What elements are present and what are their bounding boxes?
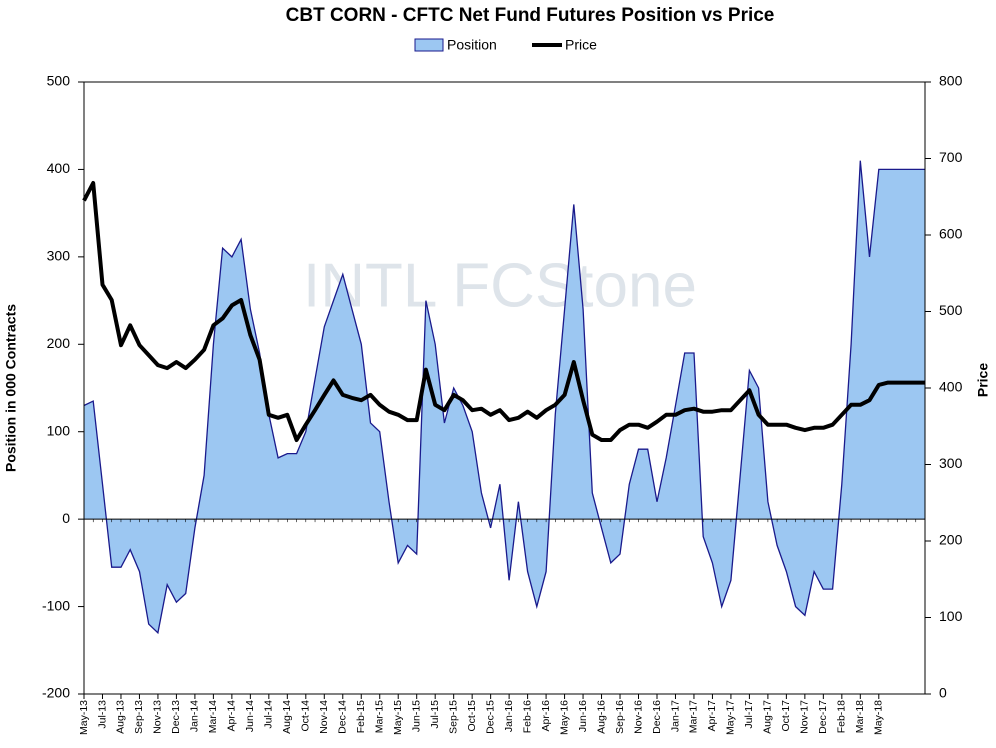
legend-label: Position bbox=[447, 37, 497, 53]
y-tick-label: 500 bbox=[47, 73, 71, 89]
y-axis-title: Position in 000 Contracts bbox=[3, 304, 19, 472]
x-tick-label: May-18 bbox=[873, 700, 885, 735]
x-tick-label: Jul-13 bbox=[96, 700, 108, 729]
x-tick-label: Mar-15 bbox=[374, 700, 386, 733]
x-tick-label: Jan-17 bbox=[669, 700, 681, 732]
x-tick-label: Dec-14 bbox=[337, 700, 349, 734]
x-tick-label: Sep-16 bbox=[614, 700, 626, 734]
legend-label: Price bbox=[565, 37, 597, 53]
x-tick-label: Dec-17 bbox=[817, 700, 829, 734]
x-tick-label: May-13 bbox=[78, 700, 90, 735]
y-tick-label: 100 bbox=[47, 422, 71, 438]
x-tick-label: Jan-14 bbox=[189, 700, 201, 732]
y2-tick-label: 600 bbox=[939, 226, 963, 242]
x-tick-label: Mar-14 bbox=[207, 700, 219, 733]
y2-tick-label: 300 bbox=[939, 455, 963, 471]
x-tick-label: May-17 bbox=[725, 700, 737, 735]
x-tick-label: Nov-13 bbox=[152, 700, 164, 734]
x-tick-label: May-15 bbox=[392, 700, 404, 735]
y2-tick-label: 200 bbox=[939, 532, 963, 548]
y-tick-label: 400 bbox=[47, 160, 71, 176]
y2-tick-label: 0 bbox=[939, 685, 947, 701]
x-tick-label: Jun-16 bbox=[577, 700, 589, 732]
y-tick-label: -100 bbox=[42, 597, 70, 613]
x-tick-label: Oct-15 bbox=[466, 700, 478, 732]
x-tick-label: Feb-16 bbox=[521, 700, 533, 733]
x-tick-label: Apr-14 bbox=[226, 700, 238, 732]
x-tick-label: Dec-16 bbox=[651, 700, 663, 734]
x-tick-label: Oct-17 bbox=[780, 700, 792, 732]
x-tick-label: Jul-14 bbox=[263, 700, 275, 729]
y2-tick-label: 400 bbox=[939, 379, 963, 395]
x-tick-label: Jan-16 bbox=[503, 700, 515, 732]
y-tick-label: 200 bbox=[47, 335, 71, 351]
y2-tick-label: 100 bbox=[939, 608, 963, 624]
x-tick-label: Mar-17 bbox=[688, 700, 700, 733]
price-line bbox=[82, 181, 925, 442]
x-tick-label: Jul-15 bbox=[429, 700, 441, 729]
x-tick-label: Dec-13 bbox=[170, 700, 182, 734]
x-tick-label: Sep-15 bbox=[447, 700, 459, 734]
x-tick-label: Nov-14 bbox=[318, 700, 330, 734]
x-tick-label: Oct-14 bbox=[300, 700, 312, 732]
y2-axis-title: Price bbox=[975, 363, 991, 397]
x-tick-label: Aug-13 bbox=[115, 700, 127, 734]
x-tick-label: Nov-17 bbox=[799, 700, 811, 734]
x-tick-label: Apr-16 bbox=[540, 700, 552, 732]
x-tick-label: Sep-13 bbox=[133, 700, 145, 734]
y-tick-label: 300 bbox=[47, 248, 71, 264]
plot-frame bbox=[83, 81, 926, 695]
x-tick-label: Dec-15 bbox=[484, 700, 496, 734]
x-tick-label: Mar-18 bbox=[854, 700, 866, 733]
x-tick-label: Feb-18 bbox=[836, 700, 848, 733]
y-tick-label: -200 bbox=[42, 685, 70, 701]
y2-tick-label: 800 bbox=[939, 73, 963, 89]
chart-title: CBT CORN - CFTC Net Fund Futures Positio… bbox=[286, 5, 775, 26]
watermark: INTL FCStone bbox=[303, 251, 697, 320]
x-tick-label: Jul-17 bbox=[743, 700, 755, 729]
position-area bbox=[84, 160, 925, 633]
x-tick-label: Jun-15 bbox=[410, 700, 422, 732]
legend-swatch bbox=[414, 38, 444, 52]
x-tick-label: Nov-16 bbox=[632, 700, 644, 734]
x-tick-label: Jun-14 bbox=[244, 700, 256, 732]
x-tick-label: Aug-17 bbox=[762, 700, 774, 734]
x-tick-label: May-16 bbox=[558, 700, 570, 735]
x-tick-label: Aug-16 bbox=[595, 700, 607, 734]
position-line bbox=[83, 160, 925, 635]
y-tick-label: 0 bbox=[62, 510, 70, 526]
y2-tick-label: 700 bbox=[939, 149, 963, 165]
x-tick-label: Aug-14 bbox=[281, 700, 293, 734]
x-tick-label: Feb-15 bbox=[355, 700, 367, 733]
x-tick-label: Apr-17 bbox=[706, 700, 718, 732]
y2-tick-label: 500 bbox=[939, 302, 963, 318]
